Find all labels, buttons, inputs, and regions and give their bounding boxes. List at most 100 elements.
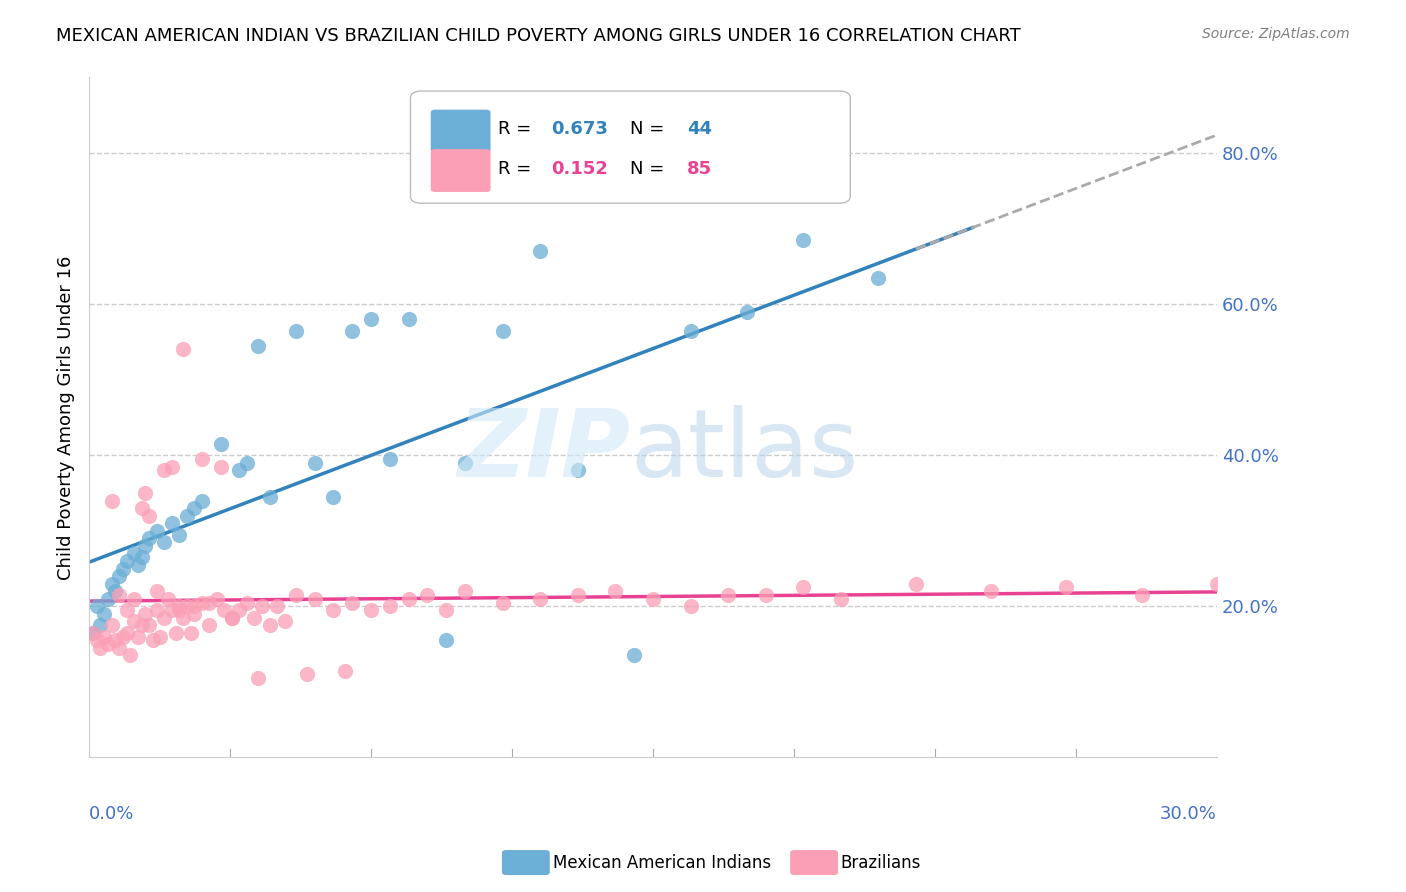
Point xyxy=(97,637,120,651)
Text: 0.673: 0.673 xyxy=(551,120,609,138)
Point xyxy=(454,584,477,599)
Point xyxy=(131,501,153,516)
Point xyxy=(134,486,156,500)
Point xyxy=(169,599,191,614)
Point xyxy=(491,324,513,338)
Point xyxy=(138,531,160,545)
Point xyxy=(145,603,167,617)
Point xyxy=(1205,576,1227,591)
Point xyxy=(160,459,183,474)
Point xyxy=(214,603,236,617)
Point xyxy=(605,584,627,599)
Point xyxy=(115,625,138,640)
Text: Source: ZipAtlas.com: Source: ZipAtlas.com xyxy=(1202,27,1350,41)
Point xyxy=(247,671,270,685)
Point xyxy=(111,630,134,644)
Point xyxy=(567,463,589,477)
Point xyxy=(97,591,120,606)
Point xyxy=(295,667,318,681)
Text: MEXICAN AMERICAN INDIAN VS BRAZILIAN CHILD POVERTY AMONG GIRLS UNDER 16 CORRELAT: MEXICAN AMERICAN INDIAN VS BRAZILIAN CHI… xyxy=(56,27,1021,45)
Point xyxy=(284,324,307,338)
Point xyxy=(138,508,160,523)
Point xyxy=(127,630,149,644)
Point xyxy=(145,584,167,599)
Text: R =: R = xyxy=(499,160,537,178)
Point xyxy=(378,452,401,467)
Point xyxy=(100,618,122,632)
Text: Mexican American Indians: Mexican American Indians xyxy=(553,854,770,871)
Point xyxy=(735,304,758,318)
Point xyxy=(153,463,176,477)
Point xyxy=(93,630,115,644)
Point xyxy=(228,603,250,617)
Point xyxy=(122,591,145,606)
Point xyxy=(172,343,194,357)
Point xyxy=(198,618,221,632)
Point xyxy=(172,610,194,624)
Point xyxy=(905,576,928,591)
Point xyxy=(180,625,202,640)
Point xyxy=(100,493,122,508)
Point xyxy=(149,630,172,644)
Point xyxy=(153,610,176,624)
Point xyxy=(529,591,551,606)
Point xyxy=(183,607,205,621)
Point xyxy=(679,599,702,614)
Point xyxy=(131,550,153,565)
Point xyxy=(134,607,156,621)
Text: 0.152: 0.152 xyxy=(551,160,609,178)
Point xyxy=(641,591,664,606)
Point xyxy=(755,588,778,602)
Point xyxy=(122,615,145,629)
Point xyxy=(108,569,131,583)
Y-axis label: Child Poverty Among Girls Under 16: Child Poverty Among Girls Under 16 xyxy=(58,255,75,580)
Point xyxy=(398,591,420,606)
Point xyxy=(284,588,307,602)
Point xyxy=(378,599,401,614)
Point xyxy=(304,591,326,606)
Text: R =: R = xyxy=(499,120,537,138)
Point xyxy=(145,524,167,538)
Point xyxy=(108,640,131,655)
Point xyxy=(454,456,477,470)
Point xyxy=(243,610,266,624)
Point xyxy=(142,633,165,648)
Point xyxy=(191,452,214,467)
Point xyxy=(131,618,153,632)
Point xyxy=(209,459,232,474)
Point xyxy=(333,664,356,678)
Point xyxy=(340,595,363,609)
Point xyxy=(191,595,214,609)
Point xyxy=(122,546,145,560)
Point xyxy=(529,244,551,259)
Text: 85: 85 xyxy=(686,160,711,178)
Text: Brazilians: Brazilians xyxy=(841,854,921,871)
Point xyxy=(247,338,270,352)
Point xyxy=(153,535,176,549)
Text: ZIP: ZIP xyxy=(457,406,630,498)
Point xyxy=(304,456,326,470)
Point xyxy=(228,463,250,477)
Point xyxy=(830,591,852,606)
Text: N =: N = xyxy=(630,120,671,138)
Point xyxy=(259,618,281,632)
Point xyxy=(980,584,1002,599)
Point xyxy=(567,588,589,602)
Point xyxy=(86,633,108,648)
Text: N =: N = xyxy=(630,160,671,178)
FancyBboxPatch shape xyxy=(430,110,491,153)
Point xyxy=(169,603,191,617)
Text: 0.0%: 0.0% xyxy=(89,805,135,823)
Point xyxy=(120,648,142,663)
Point xyxy=(104,633,127,648)
Point xyxy=(93,607,115,621)
Point xyxy=(82,625,104,640)
Point xyxy=(868,270,890,285)
Point xyxy=(491,595,513,609)
Point xyxy=(165,625,187,640)
Point xyxy=(792,233,814,247)
Point xyxy=(209,437,232,451)
Point xyxy=(104,584,127,599)
Point xyxy=(156,591,179,606)
Point xyxy=(89,640,111,655)
